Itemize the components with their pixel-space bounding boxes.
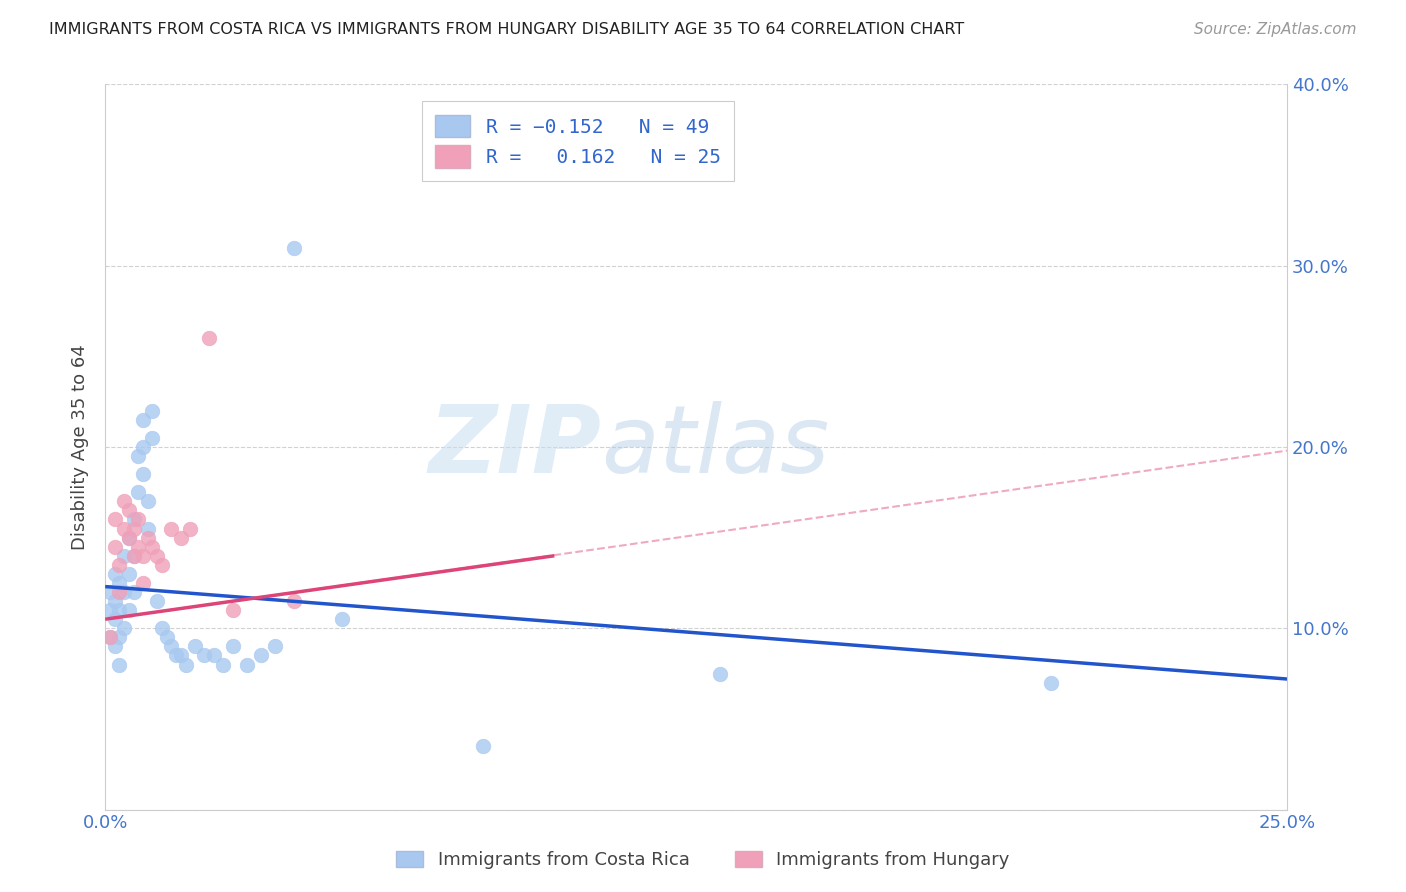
Point xyxy=(108,603,131,617)
Point xyxy=(122,549,145,563)
Point xyxy=(236,657,259,672)
Point xyxy=(104,540,127,554)
Point xyxy=(136,531,159,545)
Point xyxy=(118,531,141,545)
Point xyxy=(184,640,207,654)
Point xyxy=(472,739,495,753)
Point xyxy=(174,657,197,672)
Point xyxy=(122,585,145,599)
Point xyxy=(127,540,149,554)
Point xyxy=(132,467,155,482)
Point xyxy=(193,648,215,663)
Point xyxy=(222,603,245,617)
Point xyxy=(98,630,121,644)
Point xyxy=(122,522,145,536)
Point xyxy=(222,640,245,654)
Point xyxy=(146,594,169,608)
Point xyxy=(108,630,131,644)
Point xyxy=(98,585,121,599)
Point xyxy=(141,540,163,554)
Point xyxy=(112,522,135,536)
Point xyxy=(108,558,131,572)
Point xyxy=(104,566,127,581)
Point xyxy=(104,640,127,654)
Point xyxy=(179,522,201,536)
Point xyxy=(122,549,145,563)
Point xyxy=(283,241,305,255)
Text: Source: ZipAtlas.com: Source: ZipAtlas.com xyxy=(1194,22,1357,37)
Point xyxy=(108,585,131,599)
Point xyxy=(146,549,169,563)
Point xyxy=(112,494,135,508)
Point xyxy=(112,585,135,599)
Point xyxy=(150,558,173,572)
Point xyxy=(170,648,193,663)
Point xyxy=(156,630,179,644)
Point xyxy=(709,666,731,681)
Point xyxy=(108,657,131,672)
Point xyxy=(283,594,305,608)
Point xyxy=(132,440,155,454)
Point xyxy=(136,522,159,536)
Point xyxy=(250,648,273,663)
Y-axis label: Disability Age 35 to 64: Disability Age 35 to 64 xyxy=(72,344,89,549)
Point xyxy=(132,576,155,591)
Point xyxy=(112,621,135,635)
Point xyxy=(122,512,145,526)
Point xyxy=(170,531,193,545)
Point xyxy=(132,549,155,563)
Point xyxy=(104,512,127,526)
Point xyxy=(118,503,141,517)
Point xyxy=(104,612,127,626)
Point xyxy=(112,549,135,563)
Point xyxy=(202,648,225,663)
Point xyxy=(98,603,121,617)
Point xyxy=(118,531,141,545)
Text: atlas: atlas xyxy=(602,401,830,492)
Point xyxy=(1039,675,1062,690)
Point xyxy=(136,494,159,508)
Point xyxy=(127,512,149,526)
Point xyxy=(264,640,287,654)
Point xyxy=(330,612,353,626)
Point xyxy=(104,594,127,608)
Point xyxy=(98,630,121,644)
Point xyxy=(118,566,141,581)
Point xyxy=(132,413,155,427)
Point xyxy=(198,331,221,345)
Point xyxy=(127,449,149,463)
Point xyxy=(150,621,173,635)
Legend: Immigrants from Costa Rica, Immigrants from Hungary: Immigrants from Costa Rica, Immigrants f… xyxy=(387,842,1019,879)
Point xyxy=(141,403,163,417)
Point xyxy=(165,648,187,663)
Legend: R = −0.152   N = 49, R =   0.162   N = 25: R = −0.152 N = 49, R = 0.162 N = 25 xyxy=(422,102,734,181)
Text: ZIP: ZIP xyxy=(429,401,602,493)
Point xyxy=(127,485,149,500)
Point xyxy=(118,603,141,617)
Text: IMMIGRANTS FROM COSTA RICA VS IMMIGRANTS FROM HUNGARY DISABILITY AGE 35 TO 64 CO: IMMIGRANTS FROM COSTA RICA VS IMMIGRANTS… xyxy=(49,22,965,37)
Point xyxy=(160,522,183,536)
Point xyxy=(108,576,131,591)
Point xyxy=(212,657,235,672)
Point xyxy=(160,640,183,654)
Point xyxy=(141,431,163,445)
